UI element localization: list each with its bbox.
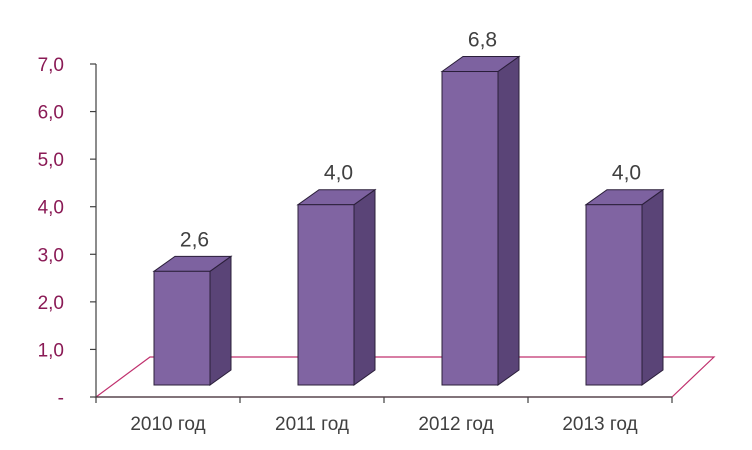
bar-side-face	[497, 55, 520, 386]
y-tick-label: 6,0	[38, 103, 64, 124]
bar-2012-год	[440, 55, 521, 386]
y-tick-label: 1,0	[38, 340, 64, 361]
bar-front-face	[297, 204, 355, 386]
y-tick-label: 7,0	[38, 55, 64, 76]
y-tick-label: 4,0	[38, 198, 64, 219]
x-category-label: 2010 год	[130, 414, 205, 435]
x-category-label: 2011 год	[275, 414, 349, 435]
bar-front-face	[153, 270, 211, 386]
bar-side-face	[353, 188, 376, 386]
bar-side-face	[209, 255, 232, 386]
bar-side-face	[641, 188, 664, 386]
x-category-label: 2013 год	[562, 414, 637, 435]
bar-2010-год	[152, 255, 233, 386]
bar-2013-год	[584, 188, 665, 386]
data-label: 6,8	[468, 29, 497, 52]
labels: 2,6 2010 год 4,0 2011 год 6,8 2012 год 4,0 2013…	[130, 29, 641, 435]
data-label: 4,0	[612, 162, 641, 185]
bars	[152, 55, 665, 386]
x-category-label: 2012 год	[418, 414, 493, 435]
bar-front-face	[441, 71, 499, 386]
y-tick-label: 2,0	[38, 293, 64, 314]
data-label: 4,0	[324, 162, 353, 185]
bar-2011-год	[296, 188, 377, 386]
y-axis: - 1,0 2,0 3,0 4,0 5,0 6,0 7,0	[38, 55, 673, 409]
y-tick-label: 3,0	[38, 245, 64, 266]
y-tick-label: 5,0	[38, 150, 64, 171]
y-tick-label: -	[58, 388, 64, 409]
data-label: 2,6	[180, 228, 209, 251]
bar-front-face	[585, 204, 643, 386]
